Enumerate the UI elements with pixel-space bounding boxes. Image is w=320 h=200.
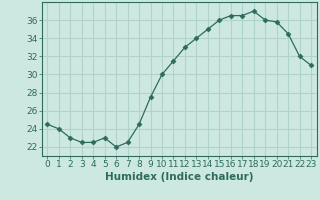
X-axis label: Humidex (Indice chaleur): Humidex (Indice chaleur) [105, 172, 253, 182]
